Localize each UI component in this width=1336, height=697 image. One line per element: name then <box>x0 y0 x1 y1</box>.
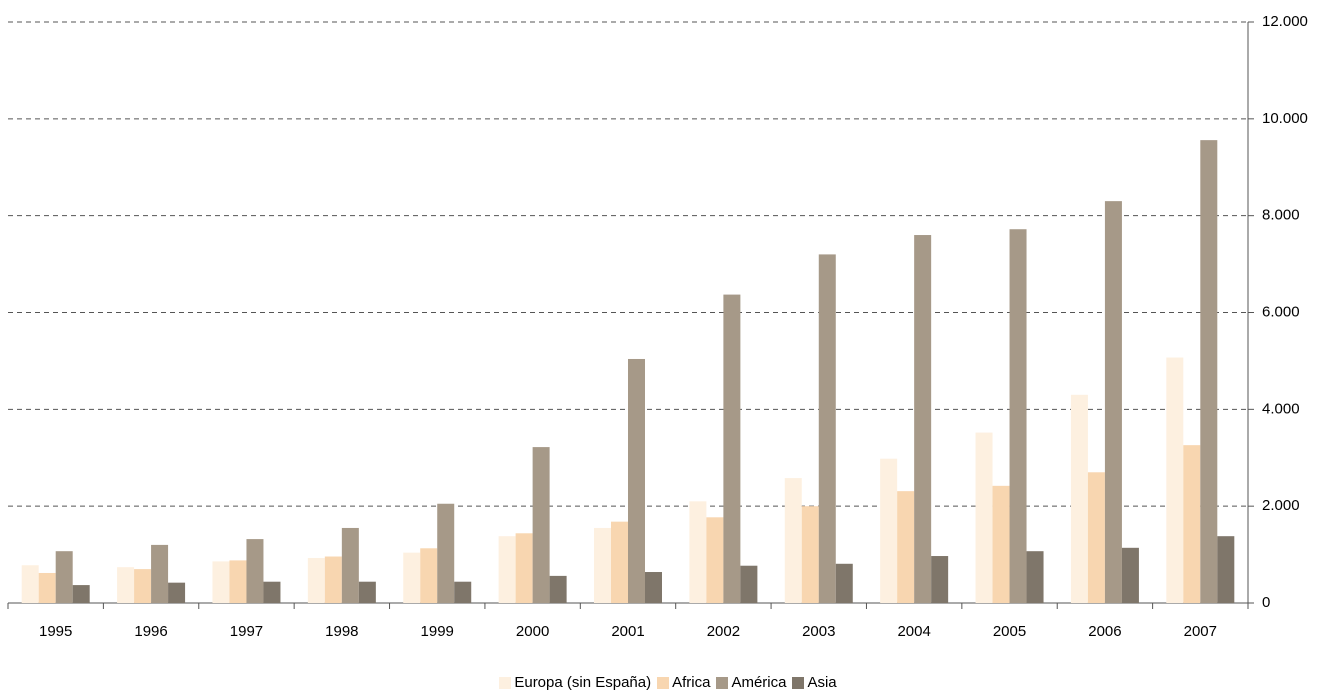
bar <box>437 503 455 603</box>
bar <box>454 581 472 603</box>
legend-label: Asia <box>807 674 837 691</box>
bar <box>420 548 438 603</box>
bar <box>594 527 611 603</box>
bar <box>880 458 898 603</box>
bar <box>1009 229 1027 603</box>
x-tick-label: 1999 <box>421 623 454 640</box>
bar <box>611 521 628 603</box>
bar <box>117 567 135 603</box>
legend-item: Asia <box>792 674 837 691</box>
x-tick-label: 1997 <box>230 623 263 640</box>
bar <box>72 585 90 603</box>
bar <box>498 536 516 603</box>
bar <box>914 235 932 604</box>
bar <box>1087 472 1105 603</box>
bar <box>706 517 724 603</box>
legend-label: Europa (sin España) <box>514 674 652 691</box>
legend-label: América <box>731 674 787 691</box>
bar <box>975 432 993 603</box>
y-tick-label: 8.000 <box>1262 207 1300 224</box>
x-tick-label: 2004 <box>897 623 930 640</box>
x-tick-label: 1995 <box>39 623 72 640</box>
x-tick-label: 2006 <box>1088 623 1121 640</box>
bar <box>740 565 758 603</box>
bar <box>532 447 550 603</box>
chart: 0 2.000 4.000 6.000 8.000 10.000 12.000 1995 199… <box>7 13 1308 640</box>
bar <box>229 560 247 603</box>
legend-swatch <box>792 676 805 689</box>
bar <box>212 561 230 603</box>
legend-swatch <box>499 676 512 689</box>
bar <box>818 254 836 603</box>
bar <box>134 569 152 603</box>
bar <box>263 581 281 603</box>
bar <box>1104 201 1122 603</box>
bar <box>341 527 359 603</box>
bar <box>835 563 853 603</box>
bar <box>168 582 186 603</box>
x-tick-label: 2000 <box>516 623 549 640</box>
bar <box>515 533 533 603</box>
x-tick-label: 2007 <box>1184 623 1217 640</box>
y-tick-label: 6.000 <box>1262 303 1300 320</box>
bar <box>307 557 325 603</box>
legend-label: Africa <box>672 674 711 691</box>
bar <box>784 478 802 603</box>
bar <box>55 551 73 603</box>
x-tick-label: 2003 <box>802 623 835 640</box>
legend: Europa (sin España) Africa América Asia <box>0 674 1336 691</box>
bar <box>1070 394 1088 603</box>
y-tick-label: 2.000 <box>1262 497 1300 514</box>
bar <box>801 506 819 603</box>
bar <box>151 544 169 603</box>
y-tick-label: 10.000 <box>1262 110 1308 127</box>
x-tick-label: 2001 <box>611 623 644 640</box>
legend-item: América <box>716 674 786 691</box>
bar <box>645 572 662 603</box>
bar <box>324 556 342 603</box>
bar <box>1217 536 1235 603</box>
bar <box>723 294 741 603</box>
bar <box>1200 140 1218 604</box>
y-tick-label: 12.000 <box>1262 13 1308 30</box>
bar <box>403 552 421 603</box>
legend-swatch <box>716 676 729 689</box>
bar <box>1183 445 1201 603</box>
bar <box>246 539 264 603</box>
bar <box>931 556 949 603</box>
x-tick-label: 1998 <box>325 623 358 640</box>
bar <box>689 501 707 603</box>
bar <box>1121 547 1139 603</box>
legend-item: Europa (sin España) <box>499 674 651 691</box>
bar <box>38 572 56 603</box>
x-tick-label: 2005 <box>993 623 1026 640</box>
bar <box>1026 551 1044 603</box>
bar <box>628 358 645 603</box>
y-tick-label: 0 <box>1262 594 1270 611</box>
bar <box>897 491 915 603</box>
bar <box>21 565 39 603</box>
legend-item: Africa <box>657 674 710 691</box>
bar <box>549 575 567 603</box>
y-tick-label: 4.000 <box>1262 400 1300 417</box>
x-tick-label: 1996 <box>134 623 167 640</box>
bar <box>1166 357 1184 603</box>
bar <box>992 485 1010 603</box>
x-tick-label: 2002 <box>707 623 740 640</box>
legend-swatch <box>657 676 670 689</box>
bar <box>358 581 376 603</box>
